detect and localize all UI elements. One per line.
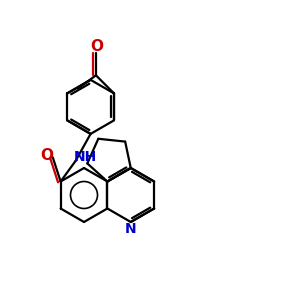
Text: O: O [90,39,104,54]
Text: N: N [125,222,136,236]
Text: NH: NH [74,150,97,164]
Text: O: O [40,148,53,163]
